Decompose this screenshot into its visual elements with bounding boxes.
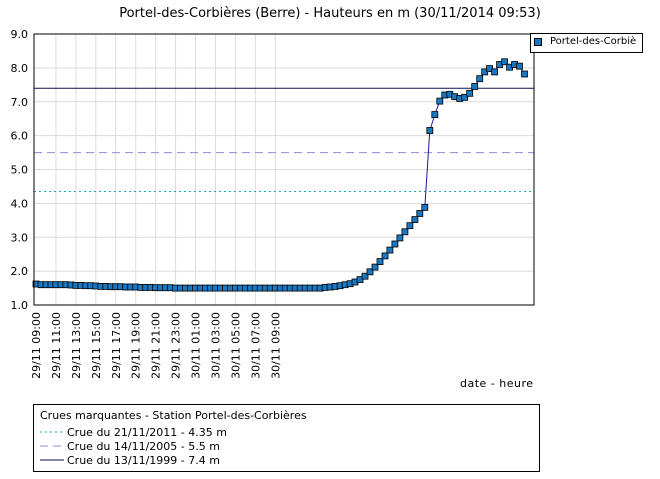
xtick-layer: 29/11 09:00 29/11 11:00 29/11 13:00 29/11 1… xyxy=(30,312,282,379)
x-tick-label: 30/11 09:00 xyxy=(269,312,282,379)
chart-title: Portel-des-Corbières (Berre) - Hauteurs … xyxy=(119,6,541,21)
x-tick-label: 29/11 09:00 xyxy=(30,312,43,379)
legend-marker-icon xyxy=(534,38,542,46)
data-point xyxy=(376,258,384,266)
series-layer xyxy=(32,58,528,292)
data-point xyxy=(436,97,444,105)
data-point xyxy=(391,240,399,248)
data-point xyxy=(426,127,434,134)
data-point xyxy=(421,203,429,211)
data-point xyxy=(461,93,469,101)
x-tick-label: 29/11 11:00 xyxy=(50,312,63,379)
data-point xyxy=(386,246,394,254)
ytick-layer: 1.0 2.0 3.0 4.0 5.0 6.0 7.0 8.0 9.0 xyxy=(11,28,29,312)
reference-label-2005: Crue du 14/11/2005 - 5.5 m xyxy=(67,440,220,453)
y-tick-label: 6.0 xyxy=(11,130,29,143)
x-tick-label: 29/11 23:00 xyxy=(170,312,183,379)
dotted-line-icon xyxy=(40,431,64,433)
reference-label-1999: Crue du 13/11/1999 - 7.4 m xyxy=(67,454,220,467)
data-point xyxy=(516,62,523,70)
data-point xyxy=(501,58,509,66)
y-tick-label: 9.0 xyxy=(11,28,29,41)
data-point xyxy=(381,252,389,260)
x-tick-label: 29/11 19:00 xyxy=(130,312,143,379)
legend-series-label: Portel-des-Corbiè xyxy=(550,36,637,47)
data-point xyxy=(431,111,439,118)
y-tick-label: 7.0 xyxy=(11,96,29,109)
solid-line-icon xyxy=(40,459,64,461)
y-tick-label: 2.0 xyxy=(11,265,29,278)
plot-frame xyxy=(33,33,535,306)
data-point xyxy=(366,268,374,276)
x-tick-label: 29/11 17:00 xyxy=(110,312,123,379)
x-axis-label: date - heure xyxy=(460,377,534,390)
data-point xyxy=(416,210,424,217)
reference-label-2011: Crue du 21/11/2011 - 4.35 m xyxy=(67,426,227,439)
x-tick-label: 30/11 07:00 xyxy=(249,312,262,379)
y-tick-label: 3.0 xyxy=(11,231,29,244)
x-tick-label: 30/11 03:00 xyxy=(209,312,222,379)
grid-layer xyxy=(34,34,534,305)
data-point xyxy=(411,216,419,224)
data-point xyxy=(396,234,404,242)
x-tick-label: 30/11 01:00 xyxy=(190,312,203,379)
reference-box-title: Crues marquantes - Station Portel-des-Co… xyxy=(40,409,307,422)
y-tick-label: 4.0 xyxy=(11,197,29,210)
data-point xyxy=(521,70,528,78)
x-tick-label: 29/11 21:00 xyxy=(150,312,163,379)
threshold-layer xyxy=(34,87,534,193)
x-tick-label: 30/11 05:00 xyxy=(229,312,242,379)
data-point xyxy=(401,228,409,236)
data-point xyxy=(476,75,484,83)
data-point xyxy=(471,83,479,90)
reference-floods-box: Crues marquantes - Station Portel-des-Co… xyxy=(33,404,540,472)
y-tick-label: 5.0 xyxy=(11,164,29,177)
data-point xyxy=(361,272,369,280)
data-point xyxy=(491,68,499,76)
y-tick-label: 1.0 xyxy=(11,299,29,312)
dashed-line-icon xyxy=(40,445,64,447)
data-point xyxy=(466,89,474,97)
x-tick-label: 29/11 13:00 xyxy=(70,312,83,379)
data-point xyxy=(406,222,414,230)
y-tick-label: 8.0 xyxy=(11,62,29,75)
legend: Portel-des-Corbiè xyxy=(530,33,643,53)
data-point xyxy=(371,263,379,271)
x-tick-label: 29/11 15:00 xyxy=(90,312,103,379)
